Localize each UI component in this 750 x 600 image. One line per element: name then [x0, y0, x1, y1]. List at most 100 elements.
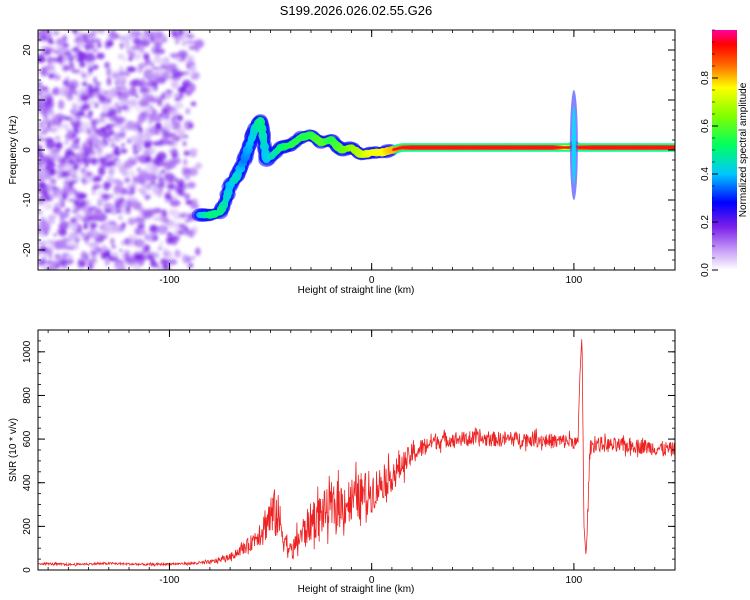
- track-hot: [519, 146, 523, 149]
- noise-blob: [167, 225, 178, 230]
- noise-blob: [59, 197, 66, 203]
- track-hot: [407, 146, 411, 149]
- noise-blob: [172, 195, 178, 201]
- track-hot: [648, 146, 652, 149]
- noise-blob: [174, 249, 182, 258]
- x-tick-label: -100: [159, 575, 179, 586]
- noise-blob: [89, 230, 100, 239]
- noise-blob: [81, 74, 86, 78]
- track-hot: [416, 146, 419, 149]
- noise-blob: [55, 37, 66, 46]
- noise-blob: [143, 30, 148, 34]
- track-hot: [421, 146, 425, 149]
- colorbar-tick-label: 0.0: [700, 263, 711, 277]
- noise-blob: [53, 233, 57, 237]
- noise-blob: [126, 200, 133, 208]
- noise-blob: [147, 82, 153, 88]
- noise-blob: [106, 76, 112, 86]
- noise-blob: [79, 61, 86, 68]
- noise-blob: [76, 58, 84, 62]
- track-hot: [589, 146, 592, 149]
- noise-blob: [39, 107, 43, 115]
- track-hot: [429, 146, 432, 149]
- noise-blob: [179, 229, 184, 235]
- snr-series: [38, 339, 675, 567]
- track-hot: [629, 146, 633, 149]
- noise-blob: [54, 253, 61, 260]
- noise-blob: [67, 158, 76, 165]
- track-hot: [510, 146, 513, 149]
- noise-blob: [106, 37, 111, 43]
- track-hot: [498, 146, 502, 149]
- noise-blob: [171, 157, 181, 165]
- track-hot: [521, 146, 525, 149]
- noise-blob: [41, 30, 47, 35]
- noise-blob: [158, 113, 164, 118]
- noise-blob: [45, 218, 56, 225]
- noise-blob: [90, 38, 102, 43]
- noise-blob: [105, 223, 113, 229]
- noise-blob: [46, 96, 53, 104]
- track-hot: [561, 146, 565, 149]
- noise-blob: [154, 30, 159, 33]
- noise-blob: [174, 102, 184, 109]
- noise-blob: [169, 199, 181, 207]
- noise-blob: [122, 171, 128, 177]
- noise-blob: [44, 165, 50, 171]
- noise-blob: [185, 40, 196, 45]
- noise-blob: [42, 222, 51, 233]
- noise-blob: [113, 146, 121, 157]
- track-hot: [542, 146, 546, 149]
- noise-blob: [145, 146, 156, 156]
- track-hot: [409, 146, 412, 149]
- noise-blob: [109, 160, 117, 166]
- noise-blob: [47, 214, 57, 220]
- noise-blob: [190, 64, 197, 74]
- noise-blob: [171, 68, 180, 78]
- noise-blob: [195, 247, 201, 256]
- noise-blob: [58, 99, 65, 110]
- noise-blob: [56, 174, 63, 179]
- noise-blob: [186, 34, 195, 39]
- track-hot: [469, 146, 473, 149]
- track-hot: [535, 146, 538, 149]
- track-hot: [412, 146, 416, 149]
- noise-blob: [88, 241, 100, 249]
- noise-blob: [98, 166, 106, 176]
- noise-blob: [79, 167, 87, 173]
- track-hot: [623, 146, 627, 149]
- track-hot: [652, 146, 656, 149]
- y-tick-label: 800: [22, 387, 33, 404]
- noise-blob: [187, 181, 196, 189]
- x-tick-label: 100: [566, 275, 583, 286]
- noise-blob: [158, 246, 163, 251]
- noise-blob: [179, 130, 185, 141]
- noise-blob: [111, 251, 118, 257]
- track-hot: [531, 146, 534, 149]
- track-hot: [627, 146, 631, 149]
- noise-blob: [86, 87, 94, 95]
- noise-blob: [169, 76, 175, 81]
- noise-blob: [70, 109, 75, 115]
- noise-blob: [84, 103, 88, 110]
- track-hot: [554, 146, 557, 149]
- y-tick-label: 20: [22, 44, 33, 56]
- noise-blob: [61, 193, 67, 199]
- noise-blob: [115, 86, 121, 90]
- noise-blob: [144, 156, 148, 164]
- track-hot: [463, 146, 467, 149]
- track-hot: [440, 146, 444, 149]
- noise-blob: [75, 238, 80, 244]
- noise-blob: [43, 202, 52, 211]
- track-hot: [619, 146, 623, 149]
- noise-blob: [110, 143, 116, 148]
- noise-blob: [64, 51, 72, 56]
- noise-blob: [38, 31, 42, 36]
- track-hot: [658, 146, 661, 149]
- noise-blob: [185, 89, 192, 96]
- track-hot: [444, 146, 448, 149]
- noise-blob: [65, 208, 71, 213]
- x-tick-label: 0: [369, 275, 375, 286]
- noise-blob: [125, 100, 130, 105]
- noise-blob: [174, 97, 181, 102]
